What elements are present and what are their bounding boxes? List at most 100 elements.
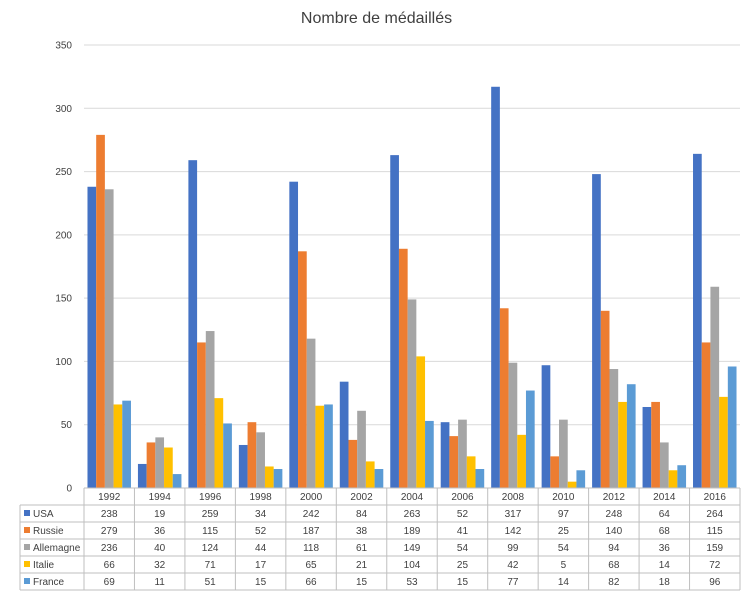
bar-russie-2016	[701, 342, 711, 488]
legend-key-italie	[24, 561, 30, 567]
data-label-italie-2016: 72	[709, 560, 721, 571]
x-tick-label-1998: 1998	[249, 492, 272, 503]
x-tick-label-1994: 1994	[149, 492, 172, 503]
x-tick-label-2008: 2008	[502, 492, 525, 503]
y-tick-label-300: 300	[55, 104, 72, 115]
data-label-usa-2008: 317	[505, 509, 522, 520]
data-label-italie-2006: 25	[457, 560, 469, 571]
bar-italie-2016	[719, 396, 728, 488]
data-label-france-2004: 53	[406, 577, 418, 588]
data-label-france-2006: 15	[457, 577, 469, 588]
legend-label-allemagne: Allemagne	[33, 543, 81, 554]
y-tick-label-150: 150	[55, 294, 72, 305]
bar-allemagne-2012	[609, 369, 619, 488]
y-tick-label-50: 50	[61, 420, 73, 431]
legend-key-allemagne	[24, 544, 30, 550]
data-label-italie-1996: 71	[205, 560, 217, 571]
bar-france-2006	[475, 469, 485, 488]
data-label-italie-2012: 68	[608, 560, 620, 571]
data-label-italie-1998: 17	[255, 560, 267, 571]
data-label-allemagne-2014: 36	[659, 543, 671, 554]
data-label-usa-1998: 34	[255, 509, 267, 520]
bar-france-2004	[425, 420, 434, 488]
bar-usa-1998	[238, 444, 248, 488]
data-label-usa-2000: 242	[303, 509, 320, 520]
bar-allemagne-2002	[357, 410, 366, 488]
data-label-russie-2008: 142	[505, 526, 522, 537]
x-tick-label-2014: 2014	[653, 492, 676, 503]
data-label-italie-2010: 5	[561, 560, 567, 571]
data-label-allemagne-2012: 94	[608, 543, 620, 554]
data-label-russie-2006: 41	[457, 526, 469, 537]
data-label-france-2002: 15	[356, 577, 368, 588]
bar-france-2000	[324, 404, 333, 488]
data-label-allemagne-2004: 149	[404, 543, 421, 554]
bar-france-1994	[172, 474, 182, 488]
data-label-france-2016: 96	[709, 577, 721, 588]
data-label-allemagne-1996: 124	[202, 543, 219, 554]
x-tick-label-2002: 2002	[350, 492, 373, 503]
bar-russie-1998	[247, 422, 257, 488]
data-label-russie-2016: 115	[707, 526, 723, 537]
data-label-allemagne-1998: 44	[255, 543, 267, 554]
y-tick-label-0: 0	[66, 484, 72, 495]
data-label-usa-2006: 52	[457, 509, 469, 520]
data-label-usa-2010: 97	[558, 509, 570, 520]
bar-russie-1994	[146, 442, 156, 488]
bar-allemagne-2010	[559, 419, 568, 488]
data-label-usa-2002: 84	[356, 509, 368, 520]
data-label-italie-2008: 42	[507, 560, 519, 571]
bar-allemagne-2000	[306, 338, 316, 488]
bar-russie-2002	[348, 439, 358, 488]
bar-france-2002	[374, 469, 384, 488]
bar-france-2016	[727, 366, 737, 488]
bar-russie-1992	[96, 134, 105, 488]
bar-france-1996	[223, 423, 232, 488]
bar-italie-1996	[214, 398, 224, 488]
bar-russie-2006	[449, 436, 459, 488]
data-label-france-2014: 18	[659, 577, 671, 588]
bar-russie-2000	[298, 251, 307, 488]
y-tick-label-200: 200	[55, 230, 72, 241]
bar-usa-2000	[289, 181, 299, 488]
data-label-russie-1998: 52	[255, 526, 267, 537]
bar-usa-2008	[491, 86, 500, 489]
bar-italie-2012	[618, 401, 627, 488]
x-tick-label-2012: 2012	[603, 492, 626, 503]
bar-usa-2014	[642, 406, 652, 488]
y-tick-label-250: 250	[55, 167, 72, 178]
legend-label-usa: USA	[33, 509, 54, 520]
data-label-italie-2002: 21	[356, 560, 368, 571]
data-label-usa-2014: 64	[659, 509, 671, 520]
bar-usa-2006	[440, 422, 450, 488]
bar-allemagne-2016	[710, 286, 720, 488]
data-label-russie-2014: 68	[659, 526, 671, 537]
bar-france-1992	[122, 400, 131, 488]
bar-allemagne-2006	[458, 419, 467, 488]
bar-allemagne-2008	[508, 362, 518, 488]
bar-italie-2002	[365, 461, 375, 488]
data-label-usa-1996: 259	[202, 509, 219, 520]
data-label-allemagne-2016: 159	[706, 543, 723, 554]
bar-allemagne-1998	[256, 432, 265, 488]
data-label-italie-2014: 14	[659, 560, 671, 571]
data-label-russie-1994: 36	[154, 526, 166, 537]
legend-label-france: France	[33, 577, 65, 588]
data-label-france-2010: 14	[558, 577, 570, 588]
legend-key-usa	[24, 510, 30, 516]
bar-russie-1996	[197, 342, 206, 488]
data-label-russie-2000: 187	[303, 526, 320, 537]
bar-italie-2010	[567, 481, 577, 488]
y-tick-label-100: 100	[55, 357, 72, 368]
bar-usa-2004	[390, 155, 399, 488]
data-label-usa-2012: 248	[606, 509, 623, 520]
data-label-allemagne-1992: 236	[101, 543, 118, 554]
data-label-allemagne-2000: 118	[303, 543, 319, 554]
legend-key-france	[24, 578, 30, 584]
bar-allemagne-1996	[205, 331, 215, 488]
bar-russie-2010	[550, 456, 560, 488]
bar-france-2008	[525, 390, 535, 488]
data-label-allemagne-1994: 40	[154, 543, 166, 554]
x-tick-label-1992: 1992	[98, 492, 121, 503]
bar-italie-2008	[517, 434, 526, 488]
